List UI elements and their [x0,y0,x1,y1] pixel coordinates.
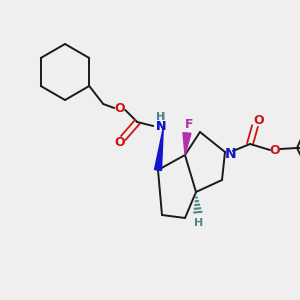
Text: N: N [225,147,237,161]
Text: O: O [114,101,124,115]
Text: N: N [156,121,166,134]
Text: O: O [254,113,264,127]
Polygon shape [154,128,163,170]
Text: O: O [114,136,124,149]
Text: H: H [156,112,165,122]
Polygon shape [183,133,191,155]
Text: H: H [194,218,204,228]
Text: O: O [270,143,280,157]
Text: N: N [156,121,166,134]
Text: H: H [156,112,165,122]
Text: F: F [185,118,193,131]
